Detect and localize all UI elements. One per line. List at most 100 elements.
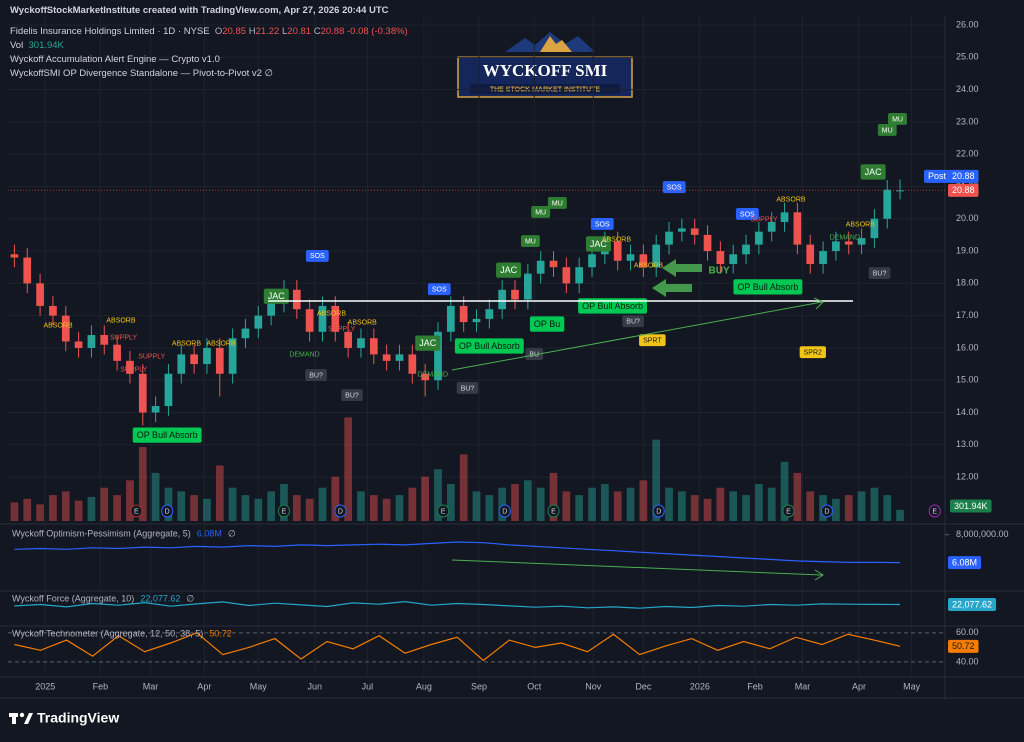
volume-bar xyxy=(408,487,417,521)
annotation: DEMAND xyxy=(830,235,860,242)
event-label: D xyxy=(165,508,170,515)
annotation: OP Bu xyxy=(529,316,565,332)
annotation: SOS xyxy=(427,283,451,296)
annotation-box xyxy=(799,346,826,359)
logo-title: WYCKOFF SMI xyxy=(483,61,608,80)
candle-body xyxy=(896,190,904,192)
candle-body xyxy=(61,315,70,342)
y-tick-label: 14.00 xyxy=(956,407,979,417)
annotation-label: ABSORB xyxy=(206,340,236,347)
annotation-label: ABSORB xyxy=(846,221,876,228)
volume-bar xyxy=(613,491,622,521)
annotation: SPR2 xyxy=(799,346,826,359)
annotation-label: JAC xyxy=(500,265,518,275)
annotation: BU? xyxy=(341,389,363,402)
annotation-label: SUPPLY xyxy=(138,353,165,360)
indicator-legend: WyckoffSMI OP Divergence Standalone — Pi… xyxy=(10,68,273,79)
candle-body xyxy=(729,254,738,264)
annotation: JAC xyxy=(496,262,522,278)
annotation-box xyxy=(305,249,329,262)
annotation-label: MU xyxy=(525,238,536,245)
annotation-label: DEMAND xyxy=(418,371,448,378)
annotation-label: ABSORB xyxy=(348,319,378,326)
arrow-head xyxy=(813,297,824,310)
volume-bar xyxy=(896,509,904,521)
annotation-box xyxy=(547,196,567,209)
volume-tag-box xyxy=(950,499,992,513)
candle-body xyxy=(434,331,442,381)
event-label: E xyxy=(441,508,446,515)
annotation: SUPPLY xyxy=(750,216,777,223)
volume-bar xyxy=(434,469,442,521)
drawings xyxy=(268,259,853,581)
trend-line xyxy=(451,301,823,371)
x-tick-label: Apr xyxy=(852,681,866,691)
candle-body xyxy=(215,347,224,374)
candle-body xyxy=(87,335,96,348)
volume-bar xyxy=(716,487,725,521)
volume-bar xyxy=(523,480,532,521)
candle-body xyxy=(49,305,57,316)
last-value-tag-box xyxy=(948,556,982,570)
x-tick-label: Jun xyxy=(308,681,323,691)
event-label: E xyxy=(282,508,287,515)
annotation-label: ABSORB xyxy=(317,310,347,317)
post-price-tag-box xyxy=(948,169,979,183)
candle-body xyxy=(806,244,815,264)
event-label: E xyxy=(551,508,556,515)
y-tick-label: 20.00 xyxy=(956,213,979,223)
annotation: SOS xyxy=(590,217,614,230)
annotation-label: OP Bull Absorb xyxy=(459,341,520,351)
indicator-title: Wyckoff Technometer (Aggregate, 12, 50, … xyxy=(12,628,203,638)
x-tick-label: May xyxy=(903,681,921,691)
annotation-label: OP Bull Absorb xyxy=(137,430,198,440)
annotation: DEMAND xyxy=(418,371,448,378)
annotation: SUPPLY xyxy=(120,366,147,373)
candle-body xyxy=(344,331,352,348)
volume-bar xyxy=(806,491,815,521)
candle-body xyxy=(10,254,19,258)
annotation-label: MU xyxy=(535,209,546,216)
annotation-box xyxy=(496,262,522,278)
annotation-label: SUPPLY xyxy=(750,216,777,223)
annotation-box xyxy=(622,315,644,328)
candle-body xyxy=(665,231,673,245)
volume-bar xyxy=(61,491,70,521)
last-value-tag: 50.72 xyxy=(948,639,979,653)
candle-body xyxy=(832,241,840,252)
candle-body xyxy=(190,354,198,365)
volume-bar xyxy=(126,480,134,521)
annotation-label: DEMAND xyxy=(289,351,319,358)
volume-bar xyxy=(344,417,352,521)
footer: TradingView xyxy=(9,710,119,726)
annotation-box xyxy=(735,207,759,220)
candle-body xyxy=(575,267,584,284)
annotation-box xyxy=(427,283,451,296)
annotation-box xyxy=(263,288,289,304)
volume-bar xyxy=(678,491,686,521)
annotation: ABSORB xyxy=(172,340,202,347)
candle-body xyxy=(883,189,892,219)
annotation-label: SPR2 xyxy=(804,349,822,356)
annotation: OP Bull Absorb xyxy=(132,427,202,443)
y-tick-label: 22.00 xyxy=(956,149,979,159)
candle-body xyxy=(151,406,160,413)
indicator-status: ∅ xyxy=(186,593,194,603)
annotation: OP Bull Absorb xyxy=(578,298,647,314)
volume-bar xyxy=(74,500,83,521)
candle-body xyxy=(228,338,237,374)
annotation: SUPPLY xyxy=(328,326,355,333)
event-label: E xyxy=(134,508,139,515)
ohlc-value: 20.85 xyxy=(222,26,247,37)
symbol-legend: Fidelis Insurance Holdings Limited · 1D … xyxy=(10,26,408,37)
annotation: ABSORB xyxy=(348,319,378,326)
candle-body xyxy=(703,234,712,252)
annotation-box xyxy=(529,316,565,332)
candle-body xyxy=(74,341,83,348)
annotation: ABSORB xyxy=(634,262,664,269)
candle-body xyxy=(331,305,340,332)
volume-bar xyxy=(780,461,789,521)
logo: WYCKOFF SMI THE STOCK MARKET INSTITUTE xyxy=(457,32,633,98)
candle-body xyxy=(780,212,789,222)
volume-bar xyxy=(113,495,121,521)
